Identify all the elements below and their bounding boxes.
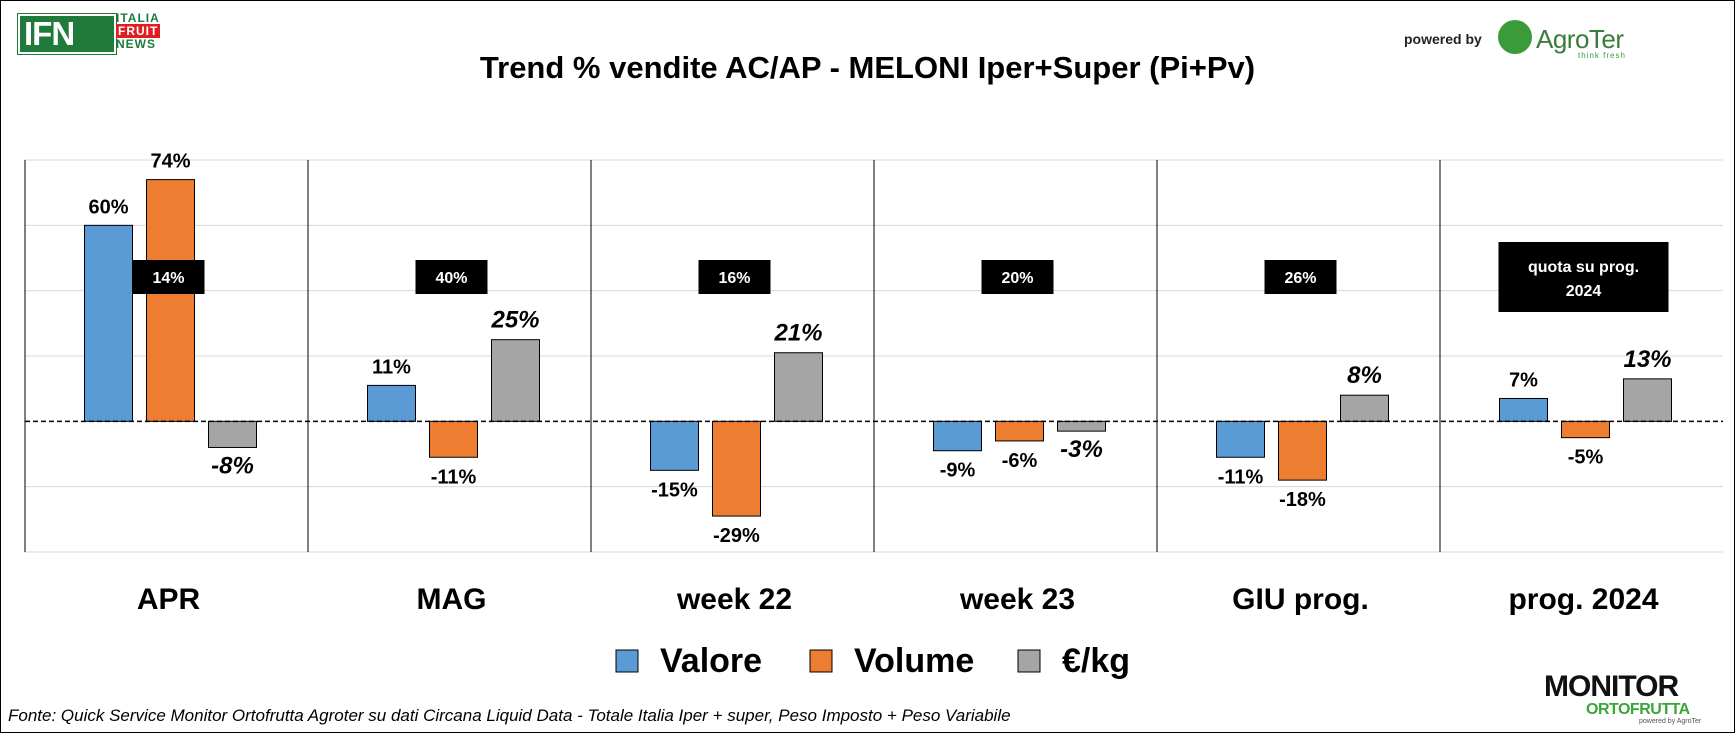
category-label: APR	[137, 583, 201, 616]
legend-swatch	[1017, 649, 1041, 673]
agroter-tree-icon	[1498, 20, 1532, 54]
powered-by-label: powered by	[1404, 31, 1482, 47]
quota-label: quota su prog.	[1528, 259, 1639, 276]
category-label: GIU prog.	[1232, 583, 1369, 616]
bar-valore	[1499, 397, 1548, 422]
data-label: -8%	[211, 452, 254, 479]
chart-canvas: 60% 74% -8% 14% APR 11% -11% 25% 40% MAG -15% -29% 2…	[24, 151, 1723, 680]
category-label: prog. 2024	[1508, 583, 1658, 616]
data-label: -18%	[1279, 489, 1326, 511]
bar-kg	[208, 420, 257, 448]
ifn-logo-line-2: FRUIT	[116, 24, 161, 38]
bar-kg	[1623, 378, 1672, 422]
legend-label: Valore	[660, 642, 762, 680]
agroter-name: AgroTer	[1536, 24, 1624, 54]
ifn-logo-text: IFN	[24, 15, 75, 52]
data-label: -11%	[1218, 466, 1264, 488]
bar-volume	[995, 420, 1044, 442]
data-label: 25%	[490, 307, 539, 334]
legend-label: Volume	[854, 642, 974, 680]
quota-label: 14%	[152, 270, 184, 287]
quota-label: 16%	[718, 270, 750, 287]
data-label: -15%	[651, 479, 698, 501]
quota-box	[698, 260, 771, 294]
legend-label: €/kg	[1062, 642, 1130, 680]
bar-valore	[84, 224, 133, 422]
bar-valore	[367, 384, 416, 422]
category-label: MAG	[417, 583, 487, 616]
data-label: 13%	[1623, 346, 1671, 373]
ifn-logo-line-3: NEWS	[116, 37, 156, 51]
monitor-logo-line-3: powered by AgroTer	[1639, 718, 1702, 725]
bar-valore	[650, 420, 699, 471]
bar-volume	[429, 420, 478, 458]
quota-box	[132, 260, 205, 294]
legend-swatch	[615, 649, 639, 673]
monitor-logo-line-2: ORTOFRUTTA	[1586, 701, 1690, 718]
quota-label: 2024	[1566, 283, 1602, 300]
bar-kg	[491, 339, 540, 422]
bar-volume	[1561, 420, 1610, 439]
category-label: week 23	[959, 583, 1075, 616]
source-note: Fonte: Quick Service Monitor Ortofrutta …	[8, 706, 1011, 725]
data-label: -6%	[1002, 450, 1038, 472]
ifn-logo-line-1: ITALIA	[116, 11, 160, 25]
ifn-logo-block: IFN	[18, 14, 116, 54]
bar-volume	[146, 179, 195, 422]
data-label: -29%	[713, 525, 760, 547]
quota-box	[1264, 260, 1337, 294]
chart-title: Trend % vendite AC/AP - MELONI Iper+Supe…	[479, 50, 1256, 85]
quota-label: 20%	[1001, 270, 1033, 287]
data-label: 7%	[1509, 369, 1538, 391]
bar-kg	[1340, 394, 1389, 422]
data-label: 11%	[372, 356, 411, 378]
data-label: 74%	[150, 151, 190, 173]
bar-kg	[1057, 420, 1106, 432]
bar-kg	[774, 352, 823, 422]
bar-valore	[1216, 420, 1265, 458]
data-label: 21%	[773, 320, 822, 347]
quota-label: 40%	[435, 270, 467, 287]
quota-box	[1498, 242, 1669, 312]
data-label: -5%	[1568, 447, 1604, 469]
data-label: 8%	[1347, 362, 1382, 389]
quota-label: 26%	[1284, 270, 1316, 287]
bar-volume	[1278, 420, 1327, 481]
ifn-logo: IFN ITALIA FRUIT NEWS	[18, 12, 178, 56]
data-label: -3%	[1060, 436, 1103, 463]
monitor-logo-line-1: MONITOR	[1544, 670, 1679, 703]
category-label: week 22	[676, 583, 792, 616]
data-label: -9%	[940, 460, 976, 482]
bar-volume	[712, 420, 761, 517]
agroter-logo: AgroTer think fresh	[1498, 18, 1648, 60]
monitor-ortofrutta-logo: MONITOR ORTOFRUTTA powered by AgroTer	[1544, 670, 1724, 726]
bar-valore	[933, 420, 982, 452]
data-label: 60%	[88, 196, 128, 218]
legend-swatch	[809, 649, 833, 673]
ifn-logo-lines: ITALIA FRUIT NEWS	[116, 11, 161, 51]
agroter-tagline: think fresh	[1578, 51, 1626, 60]
quota-box	[981, 260, 1054, 294]
data-label: -11%	[431, 466, 477, 488]
quota-box	[415, 260, 488, 294]
